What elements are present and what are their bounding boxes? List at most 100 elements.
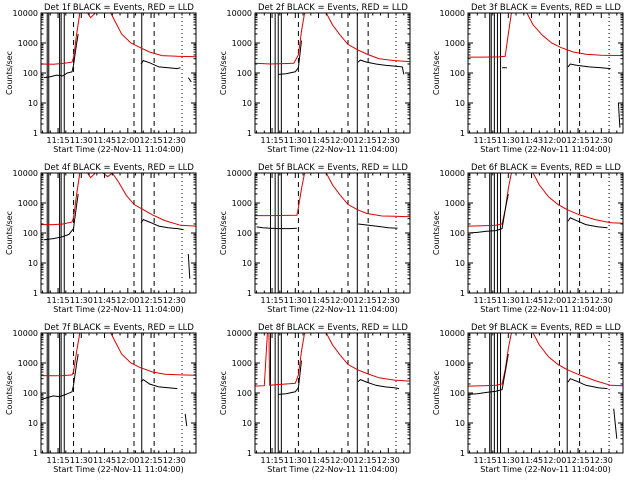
x-tick-label: 11:15 (47, 456, 70, 465)
chart-title: Det 7f BLACK = Events, RED = LLD (44, 323, 194, 333)
chart-panel-7: 1 10 100 1000 10000 11:15 11:30 11:45 12:00 12:15… (5, 323, 197, 474)
series-line-lld (41, 173, 196, 227)
y-axis-label: Counts/sec (5, 211, 14, 255)
series-group (255, 333, 410, 409)
chart-panel-4: 1 10 100 1000 10000 11:15 11:30 11:45 12:00 12:15… (5, 163, 197, 314)
y-tick-label: 10 (242, 419, 252, 428)
chart-panel-6: 1 10 100 1000 10000 11:15 11:30 11:45 12:00 12:15… (432, 163, 624, 314)
series-group (255, 13, 410, 75)
y-tick-label: 1 (247, 289, 252, 298)
x-axis-label: Start Time (22-Nov-11 11:04:00) (480, 305, 610, 314)
x-tick-label: 12:30 (590, 296, 613, 305)
x-tick-label: 11:45 (307, 136, 330, 145)
x-tick-label: 11:15 (261, 296, 284, 305)
x-tick-label: 12:15 (567, 456, 590, 465)
x-tick-label: 12:30 (590, 136, 613, 145)
chart-title: Det 2f BLACK = Events, RED = LLD (258, 3, 408, 13)
series-line-lld (255, 333, 410, 387)
x-axis-label: Start Time (22-Nov-11 11:04:00) (53, 305, 183, 314)
y-tick-label: 100 (450, 229, 465, 238)
series-line-events (278, 40, 405, 75)
y-tick-label: 10000 (13, 169, 38, 178)
chart-panel-5: 1 10 100 1000 10000 11:15 11:30 11:45 12:00 12:15… (219, 163, 411, 314)
x-axis-label: Start Time (22-Nov-11 11:04:00) (267, 145, 397, 154)
chart-panel-9: 1 10 100 1000 10000 11:15 11:30 11:45 12:00 12:15… (432, 323, 624, 474)
y-tick-label: 100 (237, 229, 252, 238)
series-line-events (44, 33, 192, 83)
x-axis-label: Start Time (22-Nov-11 11:04:00) (53, 145, 183, 154)
series-group (468, 173, 623, 249)
y-axis-label: Counts/sec (432, 51, 441, 95)
y-tick-label: 100 (23, 389, 38, 398)
y-tick-label: 1000 (18, 39, 38, 48)
chart-title: Det 8f BLACK = Events, RED = LLD (258, 323, 408, 333)
y-tick-label: 1000 (445, 359, 465, 368)
y-axis-label: Counts/sec (5, 51, 14, 95)
y-tick-label: 10 (455, 419, 465, 428)
x-tick-label: 11:30 (70, 296, 93, 305)
series-line-lld (468, 333, 623, 387)
x-tick-label: 12:00 (543, 456, 566, 465)
x-tick-label: 11:30 (497, 296, 520, 305)
x-tick-label: 12:30 (163, 296, 186, 305)
chart-panel-8: 1 10 100 1000 10000 11:15 11:30 11:45 12:00 12:15… (219, 323, 411, 474)
y-tick-label: 10 (455, 99, 465, 108)
y-tick-label: 10000 (227, 169, 252, 178)
y-tick-label: 1000 (445, 39, 465, 48)
x-tick-label: 11:30 (284, 136, 307, 145)
y-tick-label: 1 (247, 449, 252, 458)
y-tick-label: 1 (460, 129, 465, 138)
y-tick-label: 10 (455, 259, 465, 268)
x-tick-label: 11:45 (520, 456, 543, 465)
x-tick-label: 11:30 (497, 456, 520, 465)
series-line-events (468, 353, 618, 439)
chart-title: Det 5f BLACK = Events, RED = LLD (258, 163, 408, 173)
x-tick-label: 11:45 (307, 456, 330, 465)
x-tick-label: 12:30 (163, 136, 186, 145)
x-tick-label: 12:15 (354, 296, 377, 305)
x-tick-label: 11:15 (474, 456, 497, 465)
chart-panel-2: 1 10 100 1000 10000 11:15 11:30 11:45 12:00 12:15… (219, 3, 411, 154)
x-tick-label: 11:45 (307, 296, 330, 305)
x-tick-label: 11:30 (284, 296, 307, 305)
y-tick-label: 10 (242, 99, 252, 108)
series-group (468, 333, 623, 439)
x-tick-label: 11:15 (47, 136, 70, 145)
x-tick-label: 12:15 (140, 296, 163, 305)
chart-title: Det 4f BLACK = Events, RED = LLD (44, 163, 194, 173)
y-tick-label: 10000 (13, 9, 38, 18)
series-line-lld (255, 13, 410, 65)
series-line-lld (41, 13, 196, 65)
chart-title: Det 6f BLACK = Events, RED = LLD (471, 163, 621, 173)
x-tick-label: 11:15 (47, 296, 70, 305)
x-tick-label: 12:15 (140, 136, 163, 145)
y-tick-label: 100 (450, 389, 465, 398)
x-tick-label: 11:45 (93, 136, 116, 145)
y-tick-label: 10000 (440, 169, 465, 178)
y-tick-label: 1000 (232, 199, 252, 208)
x-tick-label: 12:30 (590, 456, 613, 465)
x-axis-label: Start Time (22-Nov-11 11:04:00) (480, 465, 610, 474)
y-tick-label: 1 (460, 289, 465, 298)
y-tick-label: 1000 (18, 359, 38, 368)
x-tick-label: 12:15 (354, 456, 377, 465)
y-axis-label: Counts/sec (219, 371, 228, 415)
y-tick-label: 100 (23, 69, 38, 78)
x-tick-label: 12:00 (543, 296, 566, 305)
y-tick-label: 1000 (18, 199, 38, 208)
y-axis-label: Counts/sec (432, 371, 441, 415)
x-tick-label: 12:30 (377, 456, 400, 465)
series-line-events (41, 353, 188, 426)
x-tick-label: 12:15 (140, 456, 163, 465)
series-line-lld (468, 13, 623, 58)
x-tick-label: 11:15 (474, 296, 497, 305)
x-tick-label: 11:30 (497, 136, 520, 145)
y-tick-label: 100 (450, 69, 465, 78)
series-line-lld (41, 333, 196, 377)
y-tick-label: 10 (242, 259, 252, 268)
y-tick-label: 100 (237, 69, 252, 78)
x-tick-label: 12:30 (377, 136, 400, 145)
chart-title: Det 3f BLACK = Events, RED = LLD (471, 3, 621, 13)
x-axis-label: Start Time (22-Nov-11 11:04:00) (480, 145, 610, 154)
